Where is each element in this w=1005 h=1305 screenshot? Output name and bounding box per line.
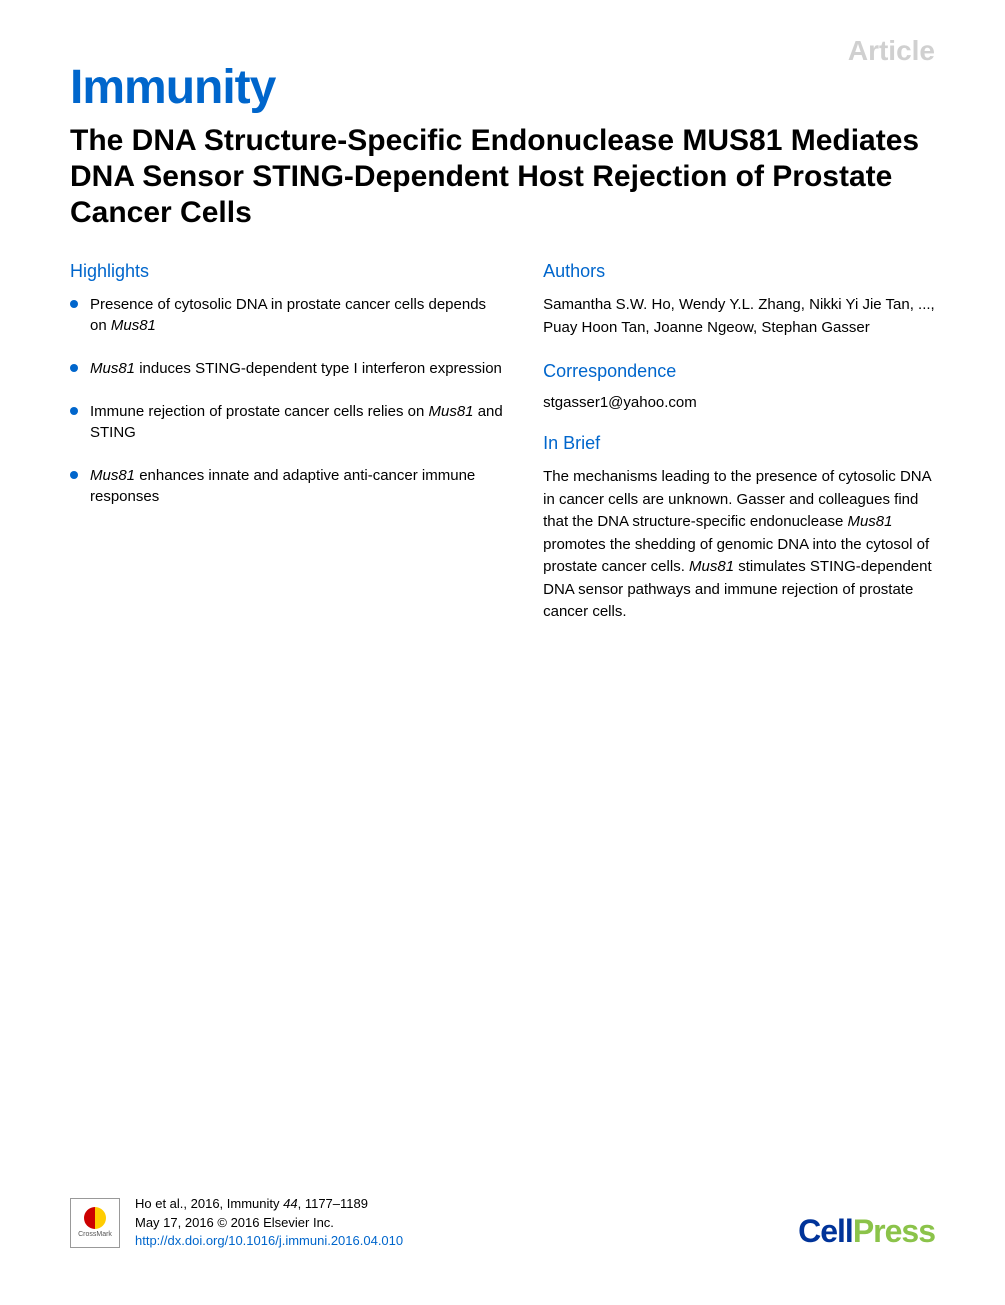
highlight-item: Mus81 induces STING-dependent type I int… bbox=[70, 358, 503, 379]
highlights-list: Presence of cytosolic DNA in prostate ca… bbox=[70, 294, 503, 507]
footer: CrossMark Ho et al., 2016, Immunity 44, … bbox=[70, 1195, 935, 1250]
footer-left: CrossMark Ho et al., 2016, Immunity 44, … bbox=[70, 1195, 403, 1250]
highlight-item: Mus81 enhances innate and adaptive anti-… bbox=[70, 465, 503, 507]
left-column: Highlights Presence of cytosolic DNA in … bbox=[70, 261, 503, 624]
authors-heading: Authors bbox=[543, 261, 935, 282]
cellpress-press: Press bbox=[853, 1213, 935, 1249]
right-column: Authors Samantha S.W. Ho, Wendy Y.L. Zha… bbox=[543, 261, 935, 624]
crossmark-icon bbox=[84, 1207, 106, 1229]
article-title: The DNA Structure-Specific Endonuclease … bbox=[70, 123, 935, 231]
highlights-heading: Highlights bbox=[70, 261, 503, 282]
inbrief-heading: In Brief bbox=[543, 433, 935, 454]
article-type-label: Article bbox=[848, 35, 935, 67]
citation-line-1: Ho et al., 2016, Immunity 44, 1177–1189 bbox=[135, 1195, 403, 1213]
journal-name: Immunity bbox=[70, 60, 935, 115]
citation-line-2: May 17, 2016 © 2016 Elsevier Inc. bbox=[135, 1214, 403, 1232]
cellpress-logo: CellPress bbox=[798, 1213, 935, 1250]
authors-list: Samantha S.W. Ho, Wendy Y.L. Zhang, Nikk… bbox=[543, 294, 935, 339]
crossmark-label: CrossMark bbox=[78, 1231, 112, 1238]
correspondence-email[interactable]: stgasser1@yahoo.com bbox=[543, 394, 935, 411]
inbrief-text: The mechanisms leading to the presence o… bbox=[543, 466, 935, 624]
crossmark-badge[interactable]: CrossMark bbox=[70, 1198, 120, 1248]
highlight-item: Presence of cytosolic DNA in prostate ca… bbox=[70, 294, 503, 336]
highlight-item: Immune rejection of prostate cancer cell… bbox=[70, 401, 503, 443]
content-columns: Highlights Presence of cytosolic DNA in … bbox=[70, 261, 935, 624]
citation-block: Ho et al., 2016, Immunity 44, 1177–1189 … bbox=[135, 1195, 403, 1250]
citation-doi-link[interactable]: http://dx.doi.org/10.1016/j.immuni.2016.… bbox=[135, 1232, 403, 1250]
correspondence-heading: Correspondence bbox=[543, 361, 935, 382]
cellpress-cell: Cell bbox=[798, 1213, 853, 1249]
